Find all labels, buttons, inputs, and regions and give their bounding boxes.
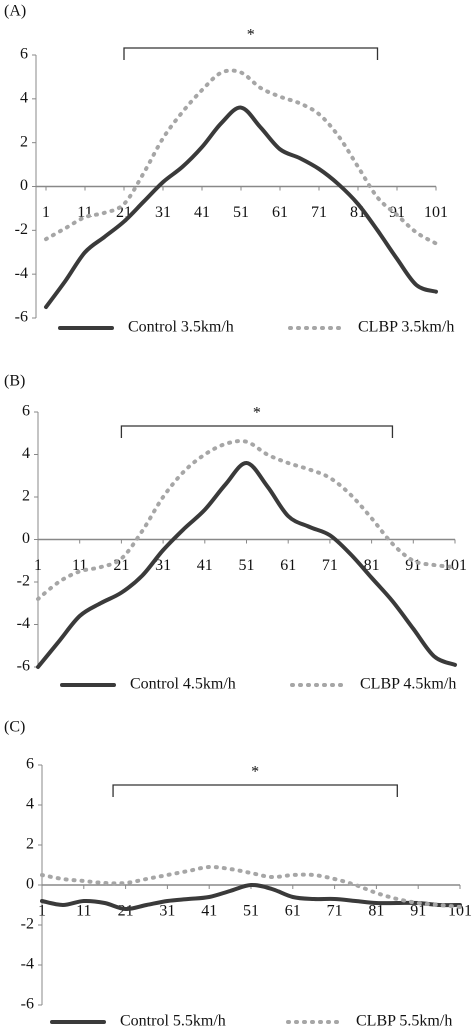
x-tick-label: 61: [285, 903, 301, 920]
x-tick-label: 51: [239, 557, 255, 574]
legend-label: Control 5.5km/h: [120, 1013, 226, 1029]
y-tick-label: 6: [20, 46, 28, 63]
x-tick-label: 41: [194, 204, 210, 221]
x-tick-label: 31: [159, 903, 175, 920]
series-line: [44, 68, 438, 246]
y-tick-label: -6: [17, 658, 30, 675]
legend-label: CLBP 3.5km/h: [358, 319, 454, 336]
x-tick-label: 81: [364, 557, 380, 574]
y-tick-label: 0: [20, 177, 28, 194]
significance-label: *: [253, 405, 261, 422]
significance-label: *: [251, 764, 259, 781]
series-line: [44, 105, 438, 310]
x-tick-label: 21: [118, 903, 134, 920]
x-tick-label: 71: [327, 903, 343, 920]
significance-bracket: [120, 425, 394, 438]
x-tick-label: 1: [34, 557, 42, 574]
panel-label: (B): [4, 373, 25, 390]
significance-label: *: [247, 27, 255, 44]
y-tick-label: 2: [22, 488, 30, 505]
x-tick-label: 71: [311, 204, 327, 221]
x-tick-label: 21: [113, 557, 129, 574]
y-tick-label: -4: [17, 615, 30, 632]
x-tick-label: 41: [201, 903, 217, 920]
y-tick-label: -2: [21, 916, 34, 933]
legend-label: Control 3.5km/h: [128, 319, 234, 336]
y-tick-label: 2: [26, 836, 34, 853]
series-line: [40, 882, 462, 912]
panel-label: (C): [4, 719, 25, 736]
x-tick-label: 11: [76, 903, 91, 920]
x-tick-label: 1: [42, 204, 50, 221]
x-tick-label: 91: [410, 903, 426, 920]
x-tick-label: 101: [424, 204, 448, 221]
x-tick-label: 51: [233, 204, 249, 221]
x-tick-label: 101: [443, 557, 467, 574]
x-tick-label: 81: [368, 903, 384, 920]
x-tick-label: 31: [155, 204, 171, 221]
x-tick-label: 1: [38, 903, 46, 920]
y-tick-label: 0: [26, 876, 34, 893]
significance-bracket: [123, 47, 379, 60]
x-tick-label: 31: [155, 557, 171, 574]
y-tick-label: -6: [21, 996, 34, 1013]
x-tick-label: 51: [243, 903, 259, 920]
y-tick-label: -2: [17, 573, 30, 590]
y-tick-label: -6: [15, 309, 28, 326]
series-line: [36, 461, 457, 669]
y-tick-label: 4: [20, 90, 28, 107]
x-tick-label: 61: [280, 557, 296, 574]
legend-label: CLBP 5.5km/h: [356, 1013, 452, 1029]
y-tick-label: 6: [22, 403, 30, 420]
y-tick-label: -4: [21, 956, 34, 973]
legend-label: CLBP 4.5km/h: [360, 676, 456, 693]
y-tick-label: -2: [15, 221, 28, 238]
y-tick-label: -4: [15, 265, 28, 282]
x-tick-label: 71: [322, 557, 338, 574]
panel-label: (A): [4, 3, 26, 20]
significance-bracket: [112, 784, 398, 797]
y-tick-label: 4: [26, 796, 34, 813]
series-line: [36, 439, 457, 601]
legend-label: Control 4.5km/h: [130, 676, 236, 693]
x-tick-label: 41: [197, 557, 213, 574]
y-tick-label: 0: [22, 530, 30, 547]
y-tick-label: 4: [22, 445, 30, 462]
y-tick-label: 2: [20, 133, 28, 150]
y-tick-label: 6: [26, 756, 34, 773]
x-tick-label: 61: [272, 204, 288, 221]
